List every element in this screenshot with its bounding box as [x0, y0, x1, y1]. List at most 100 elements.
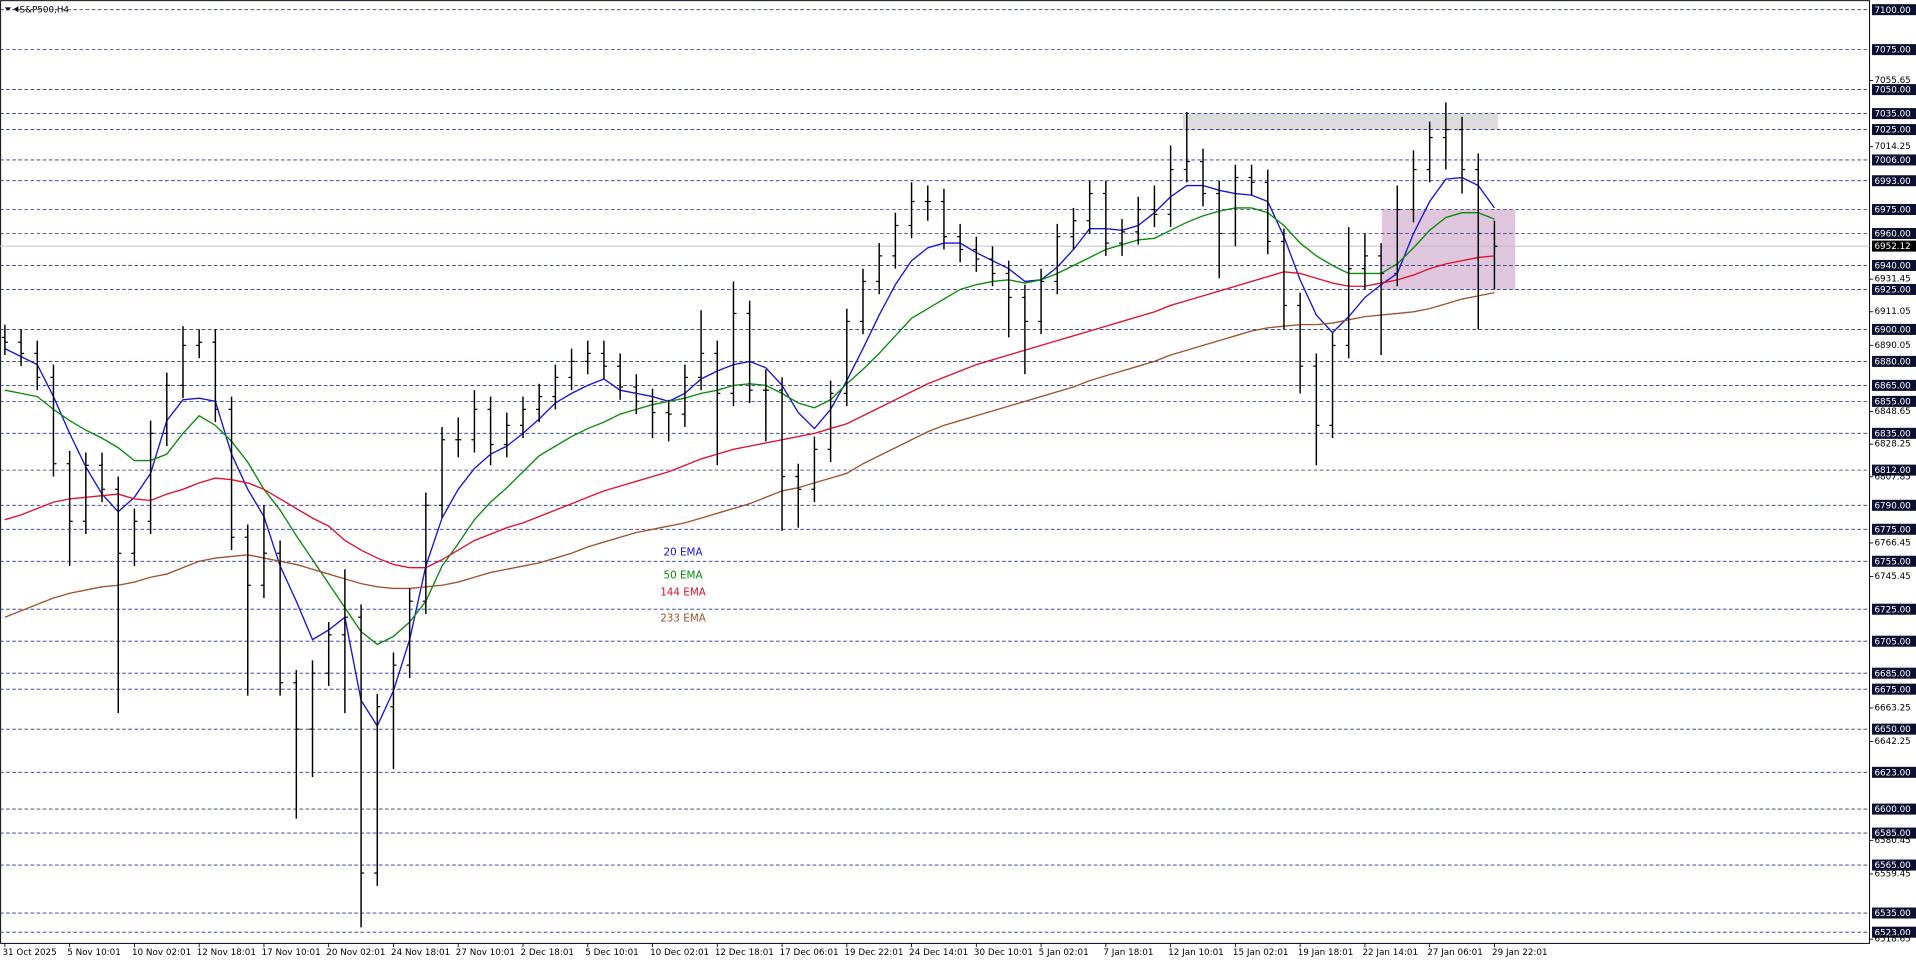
chart-title: S&P500,H4 — [20, 5, 70, 15]
plot-layer: 7100.00 7075.00 7050.00 7035.00 7025.00 7006.… — [0, 4, 1916, 958]
level-label-bg — [1872, 523, 1916, 535]
level-label: 6993.00 — [1874, 177, 1910, 187]
level-label-bg — [1872, 464, 1916, 476]
level-label: 7075.00 — [1874, 46, 1910, 56]
legend-label: 20 EMA — [664, 546, 704, 558]
level-label: 6675.00 — [1874, 685, 1910, 695]
level-label: 6565.00 — [1874, 861, 1910, 871]
level-label-bg — [1872, 259, 1916, 271]
level-label-bg — [1872, 355, 1916, 367]
level-label: 7035.00 — [1874, 110, 1910, 120]
level-label-bg — [1872, 803, 1916, 815]
x-tick-label: 12 Jan 10:01 — [1168, 948, 1224, 958]
level-label: 6585.00 — [1874, 829, 1910, 839]
y-tick-label: 6931.45 — [1874, 275, 1910, 285]
level-label: 6755.00 — [1874, 557, 1910, 567]
level-label: 7100.00 — [1874, 6, 1910, 16]
x-tick-label: 5 Dec 10:01 — [585, 948, 638, 958]
level-label-bg — [1872, 555, 1916, 567]
level-label-bg — [1872, 4, 1916, 16]
level-label-bg — [1872, 603, 1916, 615]
level-label-bg — [1872, 283, 1916, 295]
level-label: 6685.00 — [1874, 669, 1910, 679]
zone — [1382, 209, 1516, 290]
x-tick-label: 19 Jan 18:01 — [1298, 948, 1354, 958]
x-tick-label: 24 Nov 18:01 — [391, 948, 450, 958]
y-tick-label: 7055.65 — [1874, 76, 1910, 86]
level-label-bg — [1872, 395, 1916, 407]
x-tick-label: 29 Jan 22:01 — [1492, 948, 1548, 958]
level-label: 6725.00 — [1874, 605, 1910, 615]
level-label: 6600.00 — [1874, 805, 1910, 815]
level-label-bg — [1872, 635, 1916, 647]
ema-line — [4, 291, 1495, 618]
x-tick-label: 20 Nov 02:01 — [326, 948, 385, 958]
y-tick-label: 6807.85 — [1874, 472, 1910, 482]
x-tick-label: 10 Nov 02:01 — [132, 948, 191, 958]
ema-line — [4, 255, 1495, 569]
level-label-bg — [1872, 44, 1916, 56]
x-tick-label: 7 Jan 18:01 — [1103, 948, 1153, 958]
legend-label: 144 EMA — [660, 587, 707, 599]
level-label: 7050.00 — [1874, 86, 1910, 96]
level-label-bg — [1872, 683, 1916, 695]
y-tick-label: 6580.45 — [1874, 836, 1910, 846]
level-label: 6775.00 — [1874, 525, 1910, 535]
level-label: 6835.00 — [1874, 429, 1910, 439]
level-label-bg — [1872, 227, 1916, 239]
y-tick-label: 7014.25 — [1874, 142, 1910, 152]
level-label-bg — [1872, 723, 1916, 735]
level-label: 6865.00 — [1874, 381, 1910, 391]
level-label: 6960.00 — [1874, 230, 1910, 240]
level-label-bg — [1872, 926, 1916, 938]
level-label-bg — [1872, 175, 1916, 187]
x-tick-label: 24 Dec 14:01 — [909, 948, 968, 958]
zone — [1182, 113, 1499, 130]
level-label-bg — [1872, 379, 1916, 391]
level-label-bg — [1872, 499, 1916, 511]
level-label-bg — [1872, 827, 1916, 839]
plot-frame — [0, 0, 1871, 944]
level-label-bg — [1872, 84, 1916, 96]
menu-icon — [4, 7, 11, 12]
level-label: 6812.00 — [1874, 466, 1910, 476]
y-tick-label: 6766.45 — [1874, 538, 1910, 548]
x-tick-label: 12 Nov 18:01 — [197, 948, 256, 958]
y-tick-label: 6848.65 — [1874, 407, 1910, 417]
last-price-bg — [1872, 240, 1916, 252]
x-tick-label: 30 Dec 10:01 — [974, 948, 1033, 958]
level-label-bg — [1872, 766, 1916, 778]
x-tick-label: 12 Dec 18:01 — [715, 948, 774, 958]
x-tick-label: 2 Dec 18:01 — [521, 948, 574, 958]
level-label: 6705.00 — [1874, 637, 1910, 647]
level-label: 6940.00 — [1874, 262, 1910, 272]
x-tick-label: 17 Nov 10:01 — [261, 948, 320, 958]
x-tick-label: 27 Nov 10:01 — [456, 948, 515, 958]
level-label: 6925.00 — [1874, 286, 1910, 296]
x-tick-label: 5 Jan 02:01 — [1039, 948, 1089, 958]
menu-icon — [13, 6, 19, 13]
y-tick-label: 6642.25 — [1874, 737, 1910, 747]
level-label: 6523.00 — [1874, 928, 1910, 938]
y-tick-label: 6559.45 — [1874, 869, 1910, 879]
x-tick-label: 10 Dec 02:01 — [650, 948, 709, 958]
y-tick-label: 6911.05 — [1874, 307, 1910, 317]
x-tick-label: 15 Jan 02:01 — [1233, 948, 1289, 958]
level-label-bg — [1872, 204, 1916, 216]
x-tick-label: 27 Jan 06:01 — [1427, 948, 1483, 958]
x-tick-label: 19 Dec 22:01 — [844, 948, 903, 958]
x-tick-label: 31 Oct 2025 — [2, 948, 56, 958]
level-label: 6855.00 — [1874, 397, 1910, 407]
level-label: 6975.00 — [1874, 206, 1910, 216]
level-label-bg — [1872, 667, 1916, 679]
level-label: 6900.00 — [1874, 326, 1910, 336]
legend-label: 50 EMA — [664, 570, 704, 582]
x-tick-label: 17 Dec 06:01 — [780, 948, 839, 958]
level-label: 6535.00 — [1874, 909, 1910, 919]
level-label-bg — [1872, 323, 1916, 335]
legend-label: 233 EMA — [660, 612, 707, 624]
x-tick-label: 22 Jan 14:01 — [1362, 948, 1418, 958]
last-price-label: 6952.12 — [1874, 242, 1910, 252]
